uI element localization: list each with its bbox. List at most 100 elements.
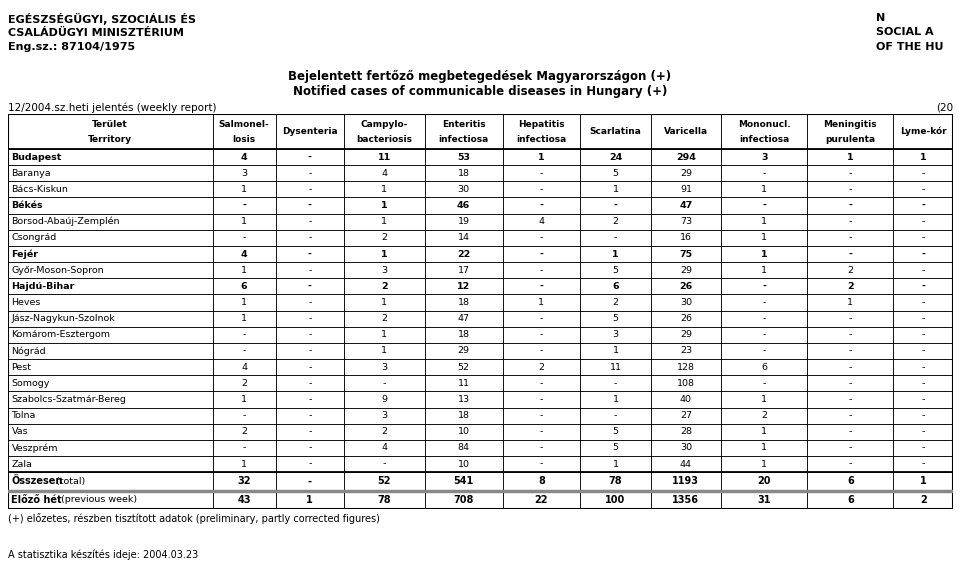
Bar <box>8 165 212 181</box>
Bar <box>276 407 344 424</box>
Bar <box>502 491 580 509</box>
Bar <box>8 197 212 214</box>
Text: 3: 3 <box>612 330 618 339</box>
Text: 1: 1 <box>848 298 853 307</box>
Text: -: - <box>540 233 543 243</box>
Bar <box>344 214 424 230</box>
Text: -: - <box>308 169 311 178</box>
Text: 31: 31 <box>757 495 771 505</box>
Bar <box>276 181 344 197</box>
Text: -: - <box>849 363 852 372</box>
Text: 52: 52 <box>458 363 469 372</box>
Bar <box>894 472 953 491</box>
Bar <box>580 359 651 375</box>
Text: 12: 12 <box>457 282 470 291</box>
Text: 12/2004.sz.heti jelentés (weekly report): 12/2004.sz.heti jelentés (weekly report) <box>8 103 216 113</box>
Text: 6: 6 <box>761 363 767 372</box>
Text: 18: 18 <box>458 169 469 178</box>
Bar <box>721 391 807 407</box>
Text: 78: 78 <box>377 495 391 505</box>
Text: 18: 18 <box>458 330 469 339</box>
Bar <box>807 327 894 343</box>
Bar <box>212 491 276 509</box>
Text: -: - <box>849 249 852 259</box>
Text: 1: 1 <box>241 314 247 323</box>
Bar <box>276 359 344 375</box>
Bar <box>502 181 580 197</box>
Text: -: - <box>922 217 925 226</box>
Bar <box>212 114 276 149</box>
Text: -: - <box>922 185 925 194</box>
Bar <box>894 359 953 375</box>
Text: 10: 10 <box>458 459 469 468</box>
Text: -: - <box>922 395 925 404</box>
Bar <box>721 407 807 424</box>
Bar <box>276 262 344 278</box>
Bar <box>502 197 580 214</box>
Bar <box>721 456 807 472</box>
Bar <box>344 440 424 456</box>
Text: Zala: Zala <box>12 459 33 468</box>
Bar <box>651 327 721 343</box>
Bar <box>344 165 424 181</box>
Bar <box>212 407 276 424</box>
Bar <box>580 114 651 149</box>
Text: -: - <box>308 363 311 372</box>
Bar <box>580 343 651 359</box>
Text: -: - <box>922 411 925 420</box>
Bar <box>894 295 953 311</box>
Bar <box>721 472 807 491</box>
Bar <box>502 165 580 181</box>
Bar <box>212 181 276 197</box>
Bar <box>807 456 894 472</box>
Bar <box>344 391 424 407</box>
Bar <box>276 327 344 343</box>
Text: 44: 44 <box>680 459 692 468</box>
Bar <box>721 165 807 181</box>
Bar <box>8 262 212 278</box>
Bar <box>721 311 807 327</box>
Text: Győr-Moson-Sopron: Győr-Moson-Sopron <box>12 266 104 275</box>
Text: 1: 1 <box>539 153 544 162</box>
Text: Territory: Territory <box>88 135 132 144</box>
Text: Pest: Pest <box>12 363 32 372</box>
Bar <box>502 359 580 375</box>
Bar <box>424 278 502 295</box>
Bar <box>212 214 276 230</box>
Bar <box>424 262 502 278</box>
Bar <box>8 456 212 472</box>
Text: -: - <box>849 459 852 468</box>
Bar <box>276 375 344 391</box>
Bar <box>502 214 580 230</box>
Text: -: - <box>849 330 852 339</box>
Bar <box>8 246 212 262</box>
Text: losis: losis <box>232 135 255 144</box>
Bar <box>894 262 953 278</box>
Text: -: - <box>540 459 543 468</box>
Text: 52: 52 <box>377 476 391 486</box>
Bar <box>721 295 807 311</box>
Bar <box>8 424 212 440</box>
Text: -: - <box>308 314 311 323</box>
Text: -: - <box>308 347 311 355</box>
Text: 1193: 1193 <box>672 476 700 486</box>
Text: 1: 1 <box>761 185 767 194</box>
Text: -: - <box>762 379 766 388</box>
Bar <box>721 230 807 246</box>
Text: 3: 3 <box>761 153 767 162</box>
Text: 1356: 1356 <box>672 495 700 505</box>
Text: 1: 1 <box>761 233 767 243</box>
Bar <box>212 391 276 407</box>
Bar <box>424 456 502 472</box>
Text: 16: 16 <box>680 233 692 243</box>
Bar <box>894 391 953 407</box>
Bar <box>344 295 424 311</box>
Text: Campylo-: Campylo- <box>361 120 408 129</box>
Bar <box>721 327 807 343</box>
Text: 4: 4 <box>241 153 248 162</box>
Text: -: - <box>922 347 925 355</box>
Bar <box>580 456 651 472</box>
Text: 1: 1 <box>381 185 387 194</box>
Text: 1: 1 <box>241 395 247 404</box>
Text: Heves: Heves <box>12 298 41 307</box>
